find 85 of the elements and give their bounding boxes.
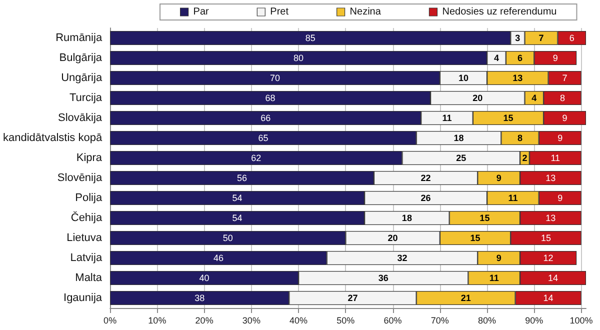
- data-label: 10: [458, 73, 468, 83]
- data-label: 56: [236, 173, 248, 183]
- data-label: 70: [270, 73, 280, 83]
- data-label: 7: [538, 33, 544, 43]
- x-tick-label: 10%: [148, 316, 166, 326]
- data-label: 13: [512, 73, 523, 83]
- y-tick-label: Slovēnija: [57, 172, 103, 184]
- data-label: 12: [543, 253, 554, 263]
- x-tick-label: 20%: [195, 316, 214, 326]
- legend-label: Nedosies uz referendumu: [442, 6, 557, 18]
- data-label: 36: [378, 273, 388, 283]
- y-tick-label: Rumānija: [56, 32, 103, 44]
- data-label: 9: [562, 113, 568, 123]
- x-tick-label: 90%: [525, 316, 544, 326]
- x-tick-label: 50%: [336, 316, 355, 326]
- data-label: 9: [496, 253, 502, 263]
- data-label: 32: [397, 253, 408, 263]
- legend-label: Nezina: [350, 6, 382, 18]
- data-label: 14: [548, 273, 558, 283]
- data-label: 6: [569, 33, 574, 43]
- y-tick-label: Malta: [75, 272, 103, 284]
- data-label: 18: [454, 133, 464, 143]
- x-tick-label: 30%: [242, 316, 260, 326]
- data-label: 50: [222, 233, 233, 243]
- y-tick-label: Bulgārija: [59, 52, 103, 64]
- y-tick-label: Turcija: [69, 92, 103, 104]
- data-label: 21: [460, 293, 471, 303]
- data-label: 25: [456, 153, 466, 163]
- y-tick-label: Slovākija: [58, 112, 103, 124]
- y-tick-label: Čehija: [70, 211, 103, 224]
- data-label: 65: [258, 133, 268, 143]
- data-label: 13: [546, 213, 556, 223]
- y-tick-label: Ungārija: [61, 72, 103, 84]
- data-label: 4: [494, 53, 499, 63]
- data-label: 46: [213, 253, 224, 263]
- data-label: 9: [558, 193, 563, 203]
- data-label: 9: [558, 133, 563, 143]
- data-label: 11: [442, 113, 452, 123]
- data-label: 68: [265, 93, 276, 103]
- data-label: 80: [294, 53, 304, 63]
- data-label: 18: [402, 213, 412, 223]
- data-label: 15: [480, 213, 490, 223]
- data-label: 11: [550, 153, 560, 163]
- y-tick-label: Polija: [75, 192, 103, 204]
- data-label: 7: [562, 73, 568, 83]
- y-tick-label: Lietuva: [66, 232, 103, 244]
- data-label: 20: [472, 93, 483, 103]
- data-label: 9: [496, 173, 502, 183]
- data-label: 8: [560, 93, 565, 103]
- data-label: 22: [420, 173, 431, 183]
- legend-label: Pret: [270, 6, 289, 18]
- data-label: 2: [522, 153, 528, 163]
- data-label: 11: [489, 273, 499, 283]
- x-tick-label: 70%: [430, 316, 449, 326]
- data-label: 3: [515, 33, 520, 43]
- y-tick-label: kandidātvalstis kopā: [2, 132, 103, 144]
- data-label: 62: [251, 153, 262, 163]
- data-label: 15: [470, 233, 480, 243]
- legend-label: Par: [193, 6, 210, 18]
- data-label: 27: [348, 293, 358, 303]
- data-label: 14: [543, 293, 554, 303]
- data-label: 8: [518, 133, 523, 143]
- data-label: 26: [420, 193, 431, 203]
- data-label: 85: [305, 33, 316, 43]
- data-label: 11: [508, 193, 518, 203]
- x-tick-label: 100%: [570, 316, 593, 326]
- x-tick-label: 80%: [478, 316, 496, 326]
- data-label: 9: [552, 53, 558, 63]
- data-label: 54: [232, 213, 242, 223]
- y-tick-label: Kipra: [76, 152, 103, 164]
- data-label: 13: [546, 173, 556, 183]
- data-label: 40: [199, 273, 210, 283]
- data-label: 54: [232, 193, 242, 203]
- data-label: 15: [503, 113, 514, 123]
- y-tick-label: Igaunija: [64, 292, 103, 304]
- data-label: 4: [532, 93, 537, 103]
- x-tick-label: 60%: [384, 316, 402, 326]
- y-tick-label: Latvija: [70, 252, 103, 264]
- x-tick-label: 0%: [104, 316, 117, 326]
- x-tick-label: 40%: [290, 316, 308, 326]
- data-label: 6: [518, 53, 523, 63]
- data-label: 20: [388, 233, 398, 243]
- data-label: 66: [260, 113, 271, 123]
- data-label: 15: [540, 233, 551, 243]
- data-label: 38: [194, 293, 205, 303]
